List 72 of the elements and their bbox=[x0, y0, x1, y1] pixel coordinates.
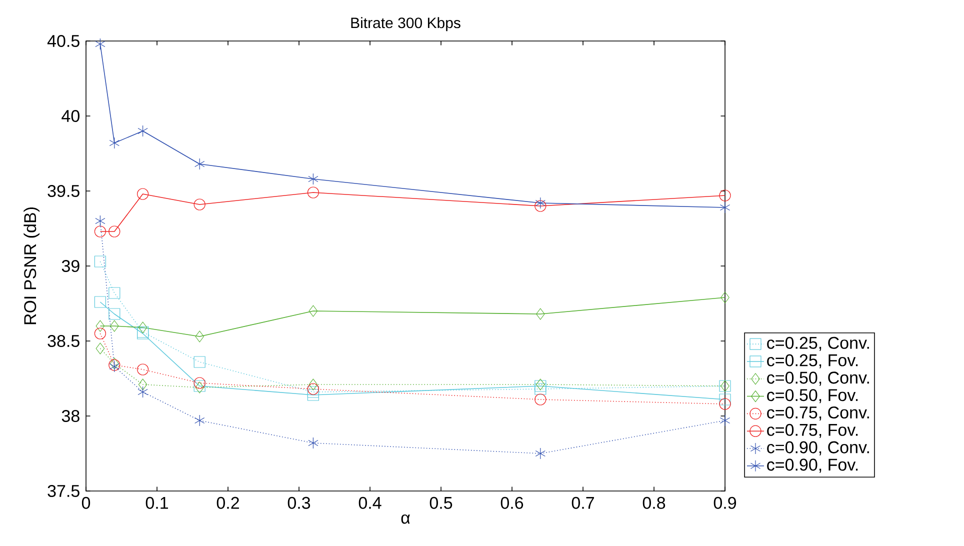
point bbox=[194, 377, 206, 389]
x-tick-label: 0.8 bbox=[642, 496, 666, 509]
point bbox=[108, 287, 120, 299]
point bbox=[308, 437, 318, 449]
x-tick-label: 0.2 bbox=[216, 496, 239, 509]
x-tick-label: 0.9 bbox=[714, 496, 736, 509]
legend-label: c=0.75, Fov. bbox=[767, 424, 858, 438]
point bbox=[96, 342, 105, 354]
point bbox=[719, 394, 731, 406]
point bbox=[109, 137, 120, 149]
point bbox=[194, 198, 206, 210]
chart-title: Bitrate 300 Kbps bbox=[351, 17, 460, 32]
point bbox=[138, 322, 148, 334]
point bbox=[720, 292, 730, 304]
x-tick-label: 0.1 bbox=[146, 496, 168, 509]
legend-label: c=0.25, Conv. bbox=[767, 336, 869, 351]
point bbox=[720, 414, 730, 426]
x-tick-label: 0.7 bbox=[572, 496, 594, 509]
x-tick-label: 0.5 bbox=[430, 496, 452, 509]
point bbox=[535, 448, 546, 460]
point bbox=[137, 364, 149, 376]
point bbox=[719, 398, 731, 410]
point bbox=[534, 383, 546, 395]
y-tick-label: 37.5 bbox=[48, 484, 80, 498]
point bbox=[307, 186, 320, 198]
legend-label: c=0.90, Conv. bbox=[767, 441, 869, 456]
point bbox=[535, 197, 546, 209]
y-tick-label: 38 bbox=[62, 410, 80, 422]
y-tick-label: 39.5 bbox=[48, 184, 80, 198]
point bbox=[194, 356, 206, 368]
point bbox=[536, 308, 545, 320]
point bbox=[720, 202, 730, 214]
point bbox=[194, 414, 205, 426]
x-axis-title: α bbox=[401, 514, 410, 524]
point bbox=[137, 188, 149, 200]
point bbox=[719, 190, 731, 202]
point bbox=[138, 378, 148, 390]
y-tick-label: 38.5 bbox=[48, 334, 80, 348]
x-tick-label: 0.4 bbox=[358, 496, 382, 509]
point bbox=[307, 389, 320, 401]
y-tick-label: 40.5 bbox=[47, 34, 80, 48]
point bbox=[96, 320, 105, 332]
point bbox=[195, 330, 204, 342]
legend-label: c=0.50, Fov. bbox=[767, 389, 858, 404]
point bbox=[138, 386, 148, 398]
point bbox=[308, 173, 318, 185]
point bbox=[307, 383, 320, 395]
point bbox=[94, 226, 106, 238]
point bbox=[108, 226, 120, 238]
y-tick-label: 40 bbox=[62, 110, 80, 122]
x-tick-label: 0.3 bbox=[288, 496, 310, 509]
point bbox=[94, 328, 106, 340]
y-axis-title: ROI PSNR (dB) bbox=[24, 208, 40, 324]
point bbox=[534, 394, 546, 406]
legend-label: c=0.75, Conv. bbox=[767, 406, 869, 421]
point bbox=[108, 308, 120, 320]
point bbox=[95, 215, 106, 227]
point bbox=[94, 256, 106, 268]
point bbox=[308, 378, 318, 390]
point bbox=[534, 200, 546, 212]
legend-label: c=0.25, Fov. bbox=[767, 354, 858, 368]
point bbox=[138, 125, 148, 137]
point bbox=[308, 305, 318, 317]
y-tick-label: 39 bbox=[62, 260, 80, 272]
point bbox=[110, 320, 119, 332]
point bbox=[94, 296, 106, 308]
legend-label: c=0.90, Fov. bbox=[767, 458, 858, 473]
point bbox=[194, 158, 205, 170]
point bbox=[95, 38, 106, 50]
legend-label: c=0.50, Conv. bbox=[767, 372, 869, 386]
x-tick-label: 0 bbox=[82, 496, 90, 509]
x-tick-label: 0.6 bbox=[500, 496, 524, 509]
